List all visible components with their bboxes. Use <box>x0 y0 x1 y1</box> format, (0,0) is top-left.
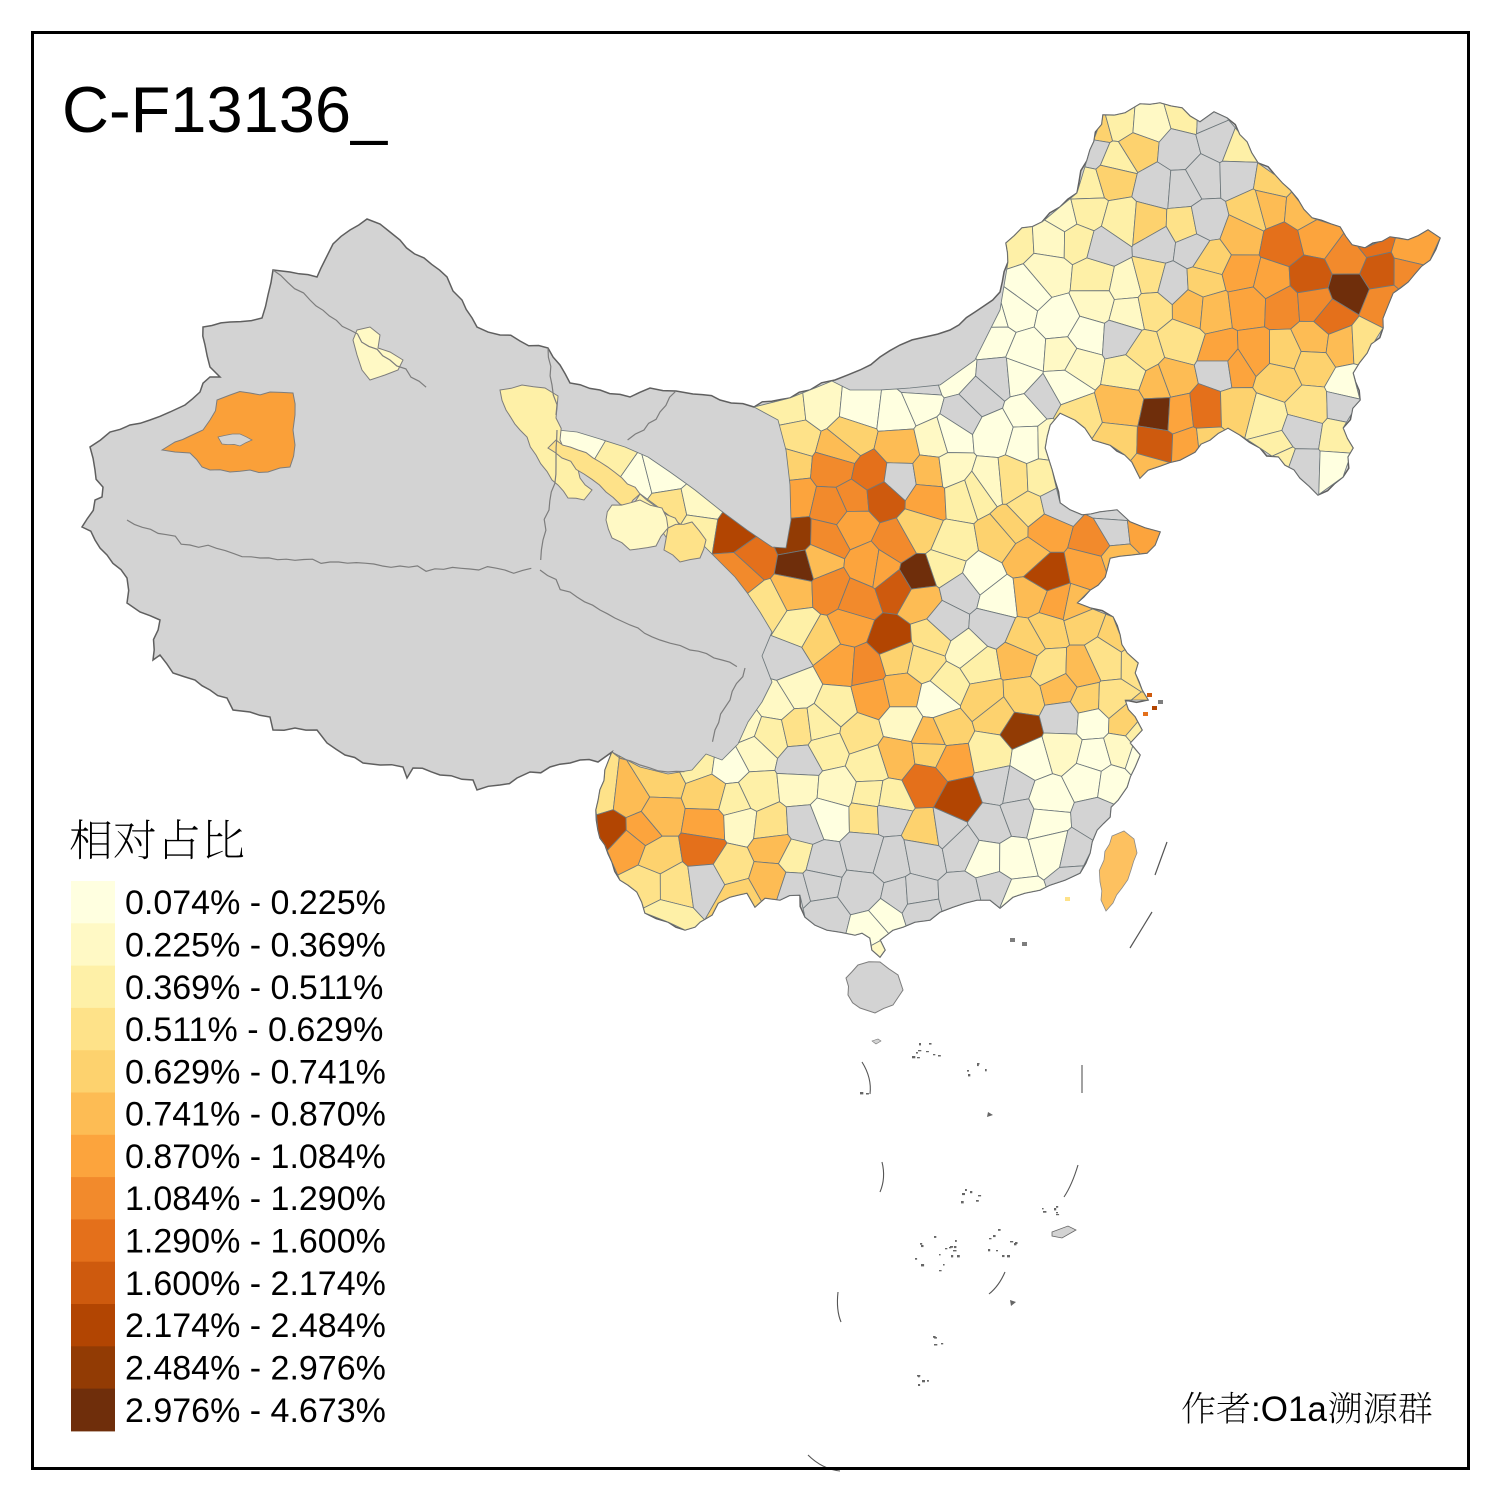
svg-text:0.225% - 0.369%: 0.225% - 0.369% <box>125 926 386 964</box>
svg-text:C-F13136_: C-F13136_ <box>62 73 388 146</box>
svg-text:1.290% - 1.600%: 1.290% - 1.600% <box>125 1223 386 1261</box>
svg-text:0.511% - 0.629%: 0.511% - 0.629% <box>125 1011 383 1049</box>
svg-text:2.174% - 2.484%: 2.174% - 2.484% <box>125 1307 386 1345</box>
svg-text:2.484% - 2.976%: 2.484% - 2.976% <box>125 1350 386 1388</box>
svg-text:0.629% - 0.741%: 0.629% - 0.741% <box>125 1053 386 1091</box>
svg-text:0.074% - 0.225%: 0.074% - 0.225% <box>125 884 386 922</box>
svg-text:0.369% - 0.511%: 0.369% - 0.511% <box>125 969 383 1007</box>
svg-text:0.741% - 0.870%: 0.741% - 0.870% <box>125 1096 386 1134</box>
svg-text:0.870% - 1.084%: 0.870% - 1.084% <box>125 1138 386 1176</box>
svg-text::O1a: :O1a <box>1251 1390 1327 1429</box>
svg-text:1.600% - 2.174%: 1.600% - 2.174% <box>125 1265 386 1303</box>
svg-text:2.976% - 4.673%: 2.976% - 4.673% <box>125 1392 386 1430</box>
svg-text:1.084% - 1.290%: 1.084% - 1.290% <box>125 1180 386 1218</box>
